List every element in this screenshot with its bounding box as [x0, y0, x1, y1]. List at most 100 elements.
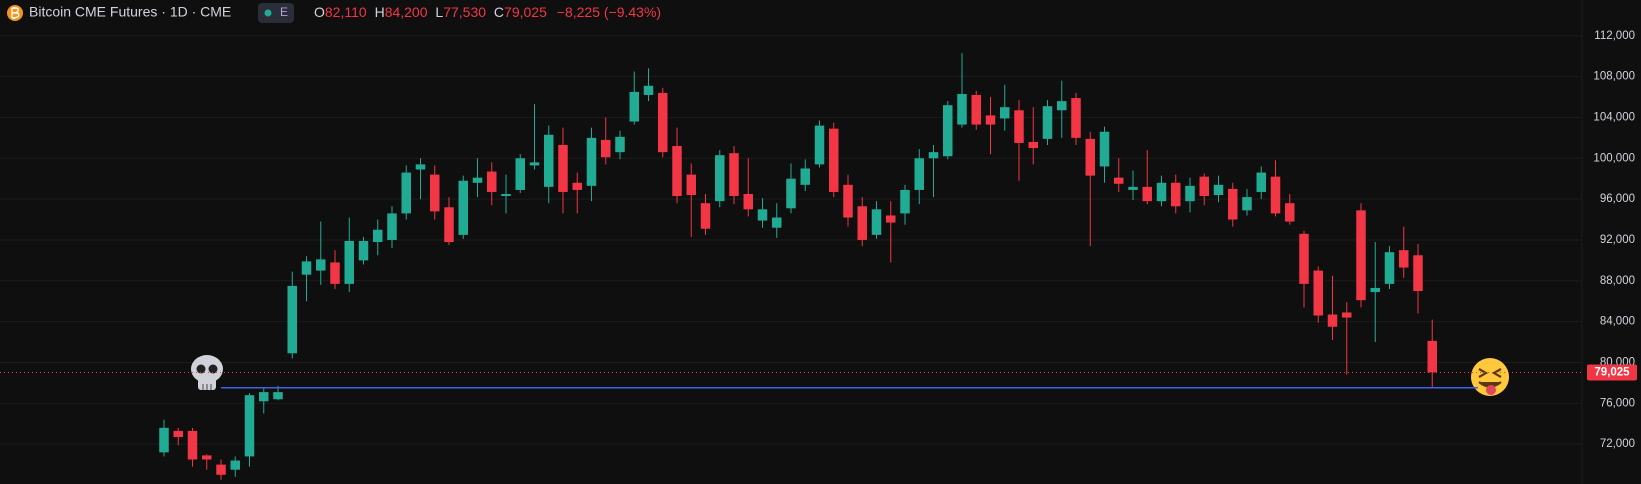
candle-body — [700, 203, 711, 229]
y-tick-label: 76,000 — [1600, 397, 1635, 409]
candle-body — [187, 430, 198, 460]
candle-body — [1270, 176, 1281, 214]
candle-body — [358, 240, 369, 261]
bitcoin-glyph — [11, 7, 20, 19]
candle-body — [330, 262, 340, 284]
candle-body — [985, 115, 996, 125]
ohlc-key: L — [435, 4, 443, 20]
candle-body — [1384, 252, 1395, 284]
candles — [159, 53, 1437, 480]
candle-body — [1057, 101, 1067, 111]
candle-body — [1099, 131, 1110, 167]
y-tick-label: 72,000 — [1600, 438, 1635, 450]
candle-body — [615, 136, 625, 153]
candle-body — [800, 168, 810, 185]
ohlc-key: C — [494, 4, 504, 20]
ohlc-key: H — [375, 4, 385, 20]
candle-body — [743, 194, 753, 210]
candle-body — [1156, 182, 1167, 202]
candle-body — [173, 430, 183, 438]
candle-body — [1042, 106, 1053, 139]
ohlc-value: 82,110 — [325, 4, 367, 20]
last-price-box — [1587, 364, 1637, 381]
candle-body — [159, 427, 169, 453]
candle-body — [401, 172, 411, 214]
candle-body — [772, 217, 782, 228]
candle-body — [886, 215, 896, 223]
candle-body — [387, 213, 397, 240]
candle-body — [928, 152, 939, 159]
candle-body — [301, 261, 312, 275]
candle-body — [1028, 141, 1038, 149]
candle-body — [1413, 255, 1423, 292]
candle-body — [829, 128, 839, 192]
candle-body — [558, 144, 568, 192]
candle-body — [601, 139, 611, 158]
candle-body — [729, 153, 739, 197]
candle-body — [287, 285, 297, 354]
candle-body — [1085, 138, 1095, 176]
candle-body — [244, 395, 255, 457]
candle-body — [1356, 210, 1366, 301]
candle-body — [515, 158, 525, 190]
candle-body — [757, 209, 768, 221]
status-dot — [264, 9, 272, 17]
candle-body — [316, 259, 326, 271]
candle-body — [202, 455, 212, 460]
skull-icon — [191, 355, 223, 390]
candle-body — [957, 93, 967, 125]
candle-body — [1256, 172, 1266, 192]
candle-body — [1199, 176, 1209, 197]
candle-body — [529, 162, 540, 166]
candle-body — [629, 91, 639, 122]
last-price-label: 79,025 — [1594, 366, 1630, 378]
candle-body — [1128, 186, 1138, 190]
ohlc-key: O — [314, 4, 325, 20]
candle-body — [544, 134, 554, 187]
candle-body — [686, 174, 696, 196]
candle-body — [1071, 98, 1081, 138]
y-tick-label: 92,000 — [1600, 234, 1635, 246]
candle-body — [586, 137, 597, 186]
candle-body — [487, 171, 497, 192]
y-tick-label: 88,000 — [1600, 275, 1635, 287]
candle-body — [430, 174, 440, 212]
candle-body — [871, 209, 882, 235]
candle-body — [444, 207, 454, 242]
candle-body — [643, 85, 654, 95]
candle-body — [786, 178, 796, 209]
candle-body — [857, 206, 867, 240]
ohlc-legend: O82,110 H84,200 L77,530 C79,025 −8,225 (… — [314, 4, 661, 20]
candle-body — [1014, 110, 1024, 143]
candle-body — [1342, 312, 1352, 318]
badge[interactable] — [258, 3, 294, 23]
y-tick-label: 84,000 — [1600, 316, 1635, 328]
candle-body — [715, 155, 725, 202]
y-tick-label: 96,000 — [1600, 193, 1635, 205]
candle-body — [672, 146, 682, 197]
candle-body — [1000, 107, 1010, 119]
candle-body — [814, 125, 825, 165]
ohlc-value: 77,530 — [443, 4, 486, 20]
candle-body — [914, 158, 924, 190]
candle-body — [572, 182, 582, 190]
candle-body — [458, 180, 468, 235]
badge-label: E — [280, 5, 288, 19]
candle-body — [1427, 340, 1437, 373]
candle-body — [373, 229, 383, 242]
candle-body — [1299, 233, 1309, 284]
candle-body — [1399, 250, 1409, 268]
ohlc-value: 79,025 — [504, 4, 547, 20]
candle-body — [1370, 287, 1380, 293]
change: −8,225 (−9.43%) — [557, 4, 661, 20]
candle-body — [658, 92, 668, 153]
candle-body — [943, 105, 953, 157]
y-tick-label: 108,000 — [1593, 71, 1635, 83]
symbol-title[interactable]: Bitcoin CME Futures · 1D · CME — [29, 4, 231, 20]
candle-body — [230, 460, 240, 470]
candle-body — [1327, 314, 1338, 327]
candle-body — [1114, 177, 1124, 184]
ohlc-value: 84,200 — [385, 4, 428, 20]
candle-body — [1285, 203, 1295, 222]
